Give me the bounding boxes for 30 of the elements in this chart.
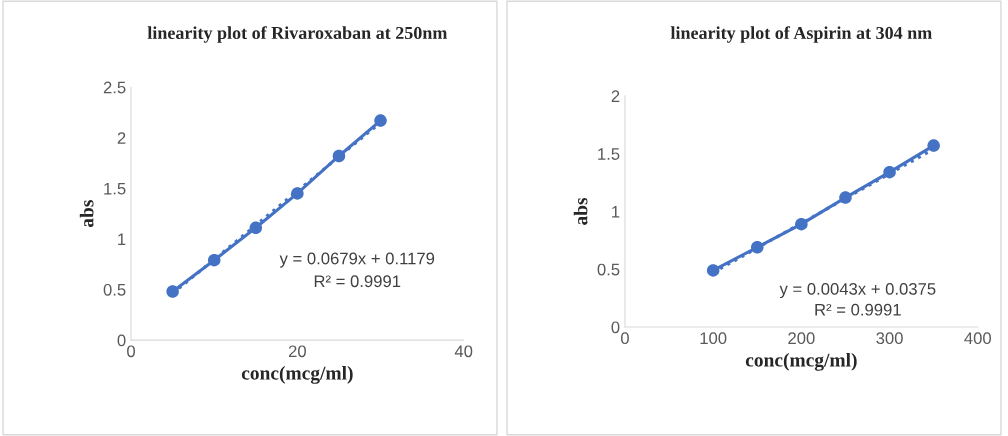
- y-tick-label: 0.5: [597, 263, 620, 276]
- x-tick-label: 40: [454, 345, 473, 358]
- x-tick-label: 0: [620, 332, 629, 345]
- point: [374, 114, 387, 127]
- x-tick-label: 400: [964, 332, 992, 345]
- y-tick-label: 0: [611, 321, 620, 334]
- y-axis-title: abs: [79, 200, 94, 228]
- x-tick-label: 0: [127, 345, 136, 358]
- x-tick-label: 300: [876, 332, 903, 345]
- y-tick-label: 1.5: [104, 182, 126, 195]
- y-tick-label: 1: [612, 206, 620, 218]
- x-axis-title: conc(mcg/ml): [745, 352, 857, 371]
- y-tick-label: 1: [118, 233, 126, 245]
- point: [927, 139, 940, 152]
- y-tick-label: 2: [611, 90, 620, 102]
- y-tick-label: 1.5: [598, 148, 620, 160]
- y-tick-label: 0.5: [103, 283, 126, 296]
- y-tick-label: 2.5: [103, 81, 126, 94]
- x-axis-title: conc(mcg/ml): [241, 366, 353, 384]
- annotation: R² = 0.9991: [314, 275, 401, 288]
- x-tick-label: 100: [700, 332, 727, 345]
- annotation: y = 0.0679x + 0.1179: [279, 252, 435, 268]
- x-tick-label: 20: [288, 345, 306, 358]
- annotation: R² = 0.9991: [815, 303, 901, 316]
- y-tick-label: 2: [117, 132, 126, 144]
- chart-title: linearity plot of Rivaroxaban at 250nm: [147, 26, 448, 43]
- y-axis-title: abs: [573, 197, 588, 225]
- x-tick-label: 200: [788, 332, 815, 345]
- annotation: y = 0.0043x + 0.0375: [779, 283, 936, 299]
- chart-title: linearity plot of Aspirin at 304 nm: [670, 26, 932, 43]
